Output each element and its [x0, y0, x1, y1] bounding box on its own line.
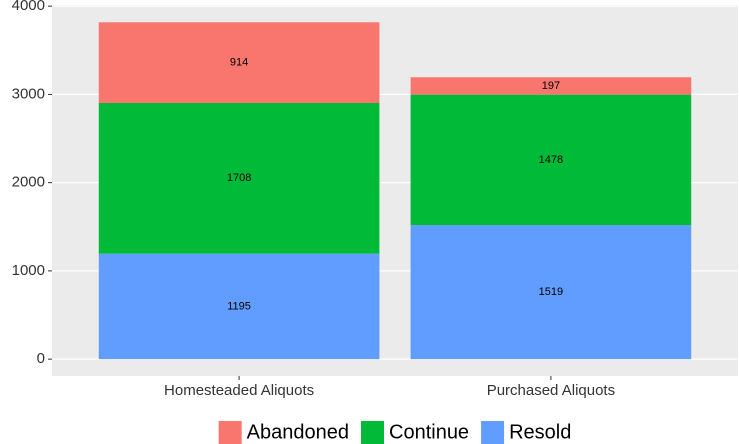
x-tick-label: Purchased Aliquots: [487, 382, 615, 399]
bar-segment: [98, 22, 380, 103]
y-tick-label: 2000: [12, 174, 45, 191]
legend-key: [481, 421, 505, 444]
value-label: 1708: [227, 172, 251, 184]
y-tick-label: 3000: [12, 85, 45, 102]
legend-key: [361, 421, 384, 444]
value-label: 1478: [539, 154, 563, 166]
y-tick-label: 1000: [12, 262, 45, 279]
value-label: 197: [542, 80, 560, 92]
bar-segment: [98, 253, 380, 360]
y-tick-label: 0: [37, 350, 45, 367]
value-label: 914: [230, 57, 248, 69]
value-label: 1519: [539, 286, 563, 298]
legend-label: Continue: [389, 421, 469, 443]
legend-label: Abandoned: [247, 421, 349, 443]
x-tick-label: Homesteaded Aliquots: [164, 382, 314, 399]
bar-segment: [98, 102, 380, 254]
bar-segment: [410, 77, 692, 95]
y-tick-label: 4000: [12, 0, 45, 14]
bar-segment: [410, 94, 692, 226]
legend-key: [218, 421, 242, 444]
legend-label: Resold: [509, 421, 571, 443]
value-label: 1195: [227, 300, 251, 312]
bar-segment: [410, 225, 692, 360]
